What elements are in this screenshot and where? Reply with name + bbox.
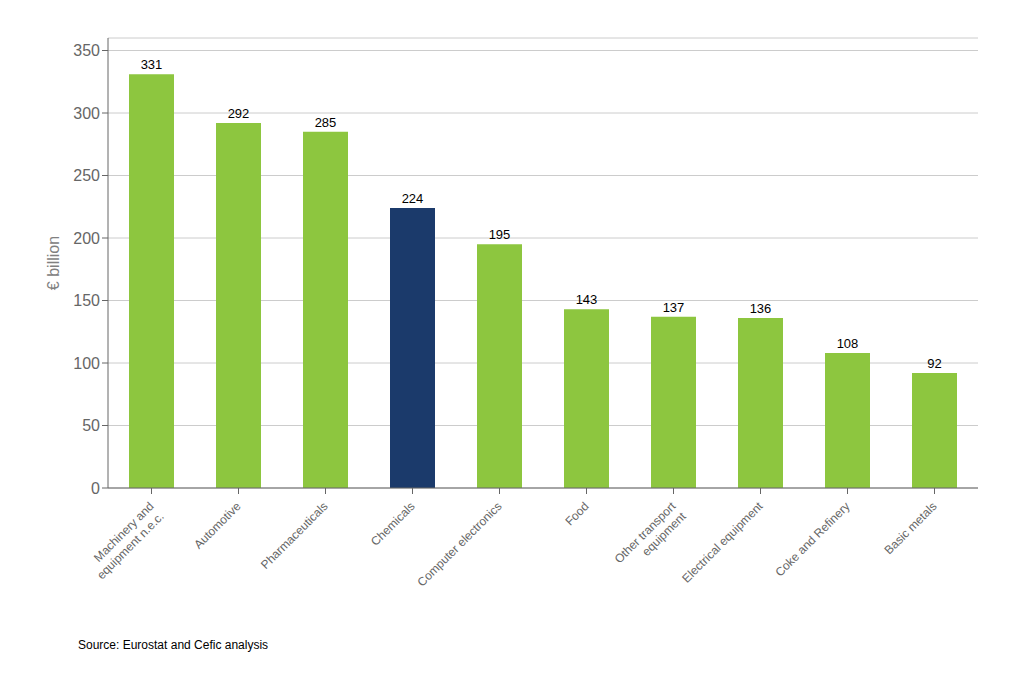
svg-text:100: 100 xyxy=(73,355,100,372)
svg-text:Coke and Refinery: Coke and Refinery xyxy=(772,499,852,579)
svg-text:Computer electronics: Computer electronics xyxy=(415,499,505,589)
svg-text:Pharmaceuticals: Pharmaceuticals xyxy=(258,499,331,572)
svg-text:195: 195 xyxy=(489,227,511,242)
svg-text:Machinery andequipment n.e.c.: Machinery andequipment n.e.c. xyxy=(84,499,167,582)
html-text:Source: Eurostat and Cefic ana: Source: Eurostat and Cefic analysis xyxy=(78,638,269,652)
svg-text:50: 50 xyxy=(82,417,100,434)
svg-text:137: 137 xyxy=(663,300,685,315)
svg-text:Chemicals: Chemicals xyxy=(368,499,418,549)
svg-text:0: 0 xyxy=(91,480,100,497)
svg-text:350: 350 xyxy=(73,42,100,59)
svg-text:92: 92 xyxy=(927,356,941,371)
svg-text:108: 108 xyxy=(837,336,859,351)
svg-text:136: 136 xyxy=(750,301,772,316)
svg-text:€ billion: € billion xyxy=(45,236,62,290)
svg-text:150: 150 xyxy=(73,292,100,309)
svg-text:224: 224 xyxy=(402,191,424,206)
svg-text:285: 285 xyxy=(315,115,337,130)
svg-text:Electrical equipment: Electrical equipment xyxy=(679,499,766,586)
svg-text:292: 292 xyxy=(228,106,250,121)
svg-text:Food: Food xyxy=(562,499,591,528)
svg-text:Other transportequipment: Other transportequipment xyxy=(612,499,690,577)
svg-text:250: 250 xyxy=(73,167,100,184)
svg-text:200: 200 xyxy=(73,230,100,247)
svg-text:Basic metals: Basic metals xyxy=(882,499,940,557)
svg-text:143: 143 xyxy=(576,292,598,307)
svg-text:300: 300 xyxy=(73,105,100,122)
svg-text:Automotive: Automotive xyxy=(191,499,244,552)
svg-text:331: 331 xyxy=(141,57,163,72)
